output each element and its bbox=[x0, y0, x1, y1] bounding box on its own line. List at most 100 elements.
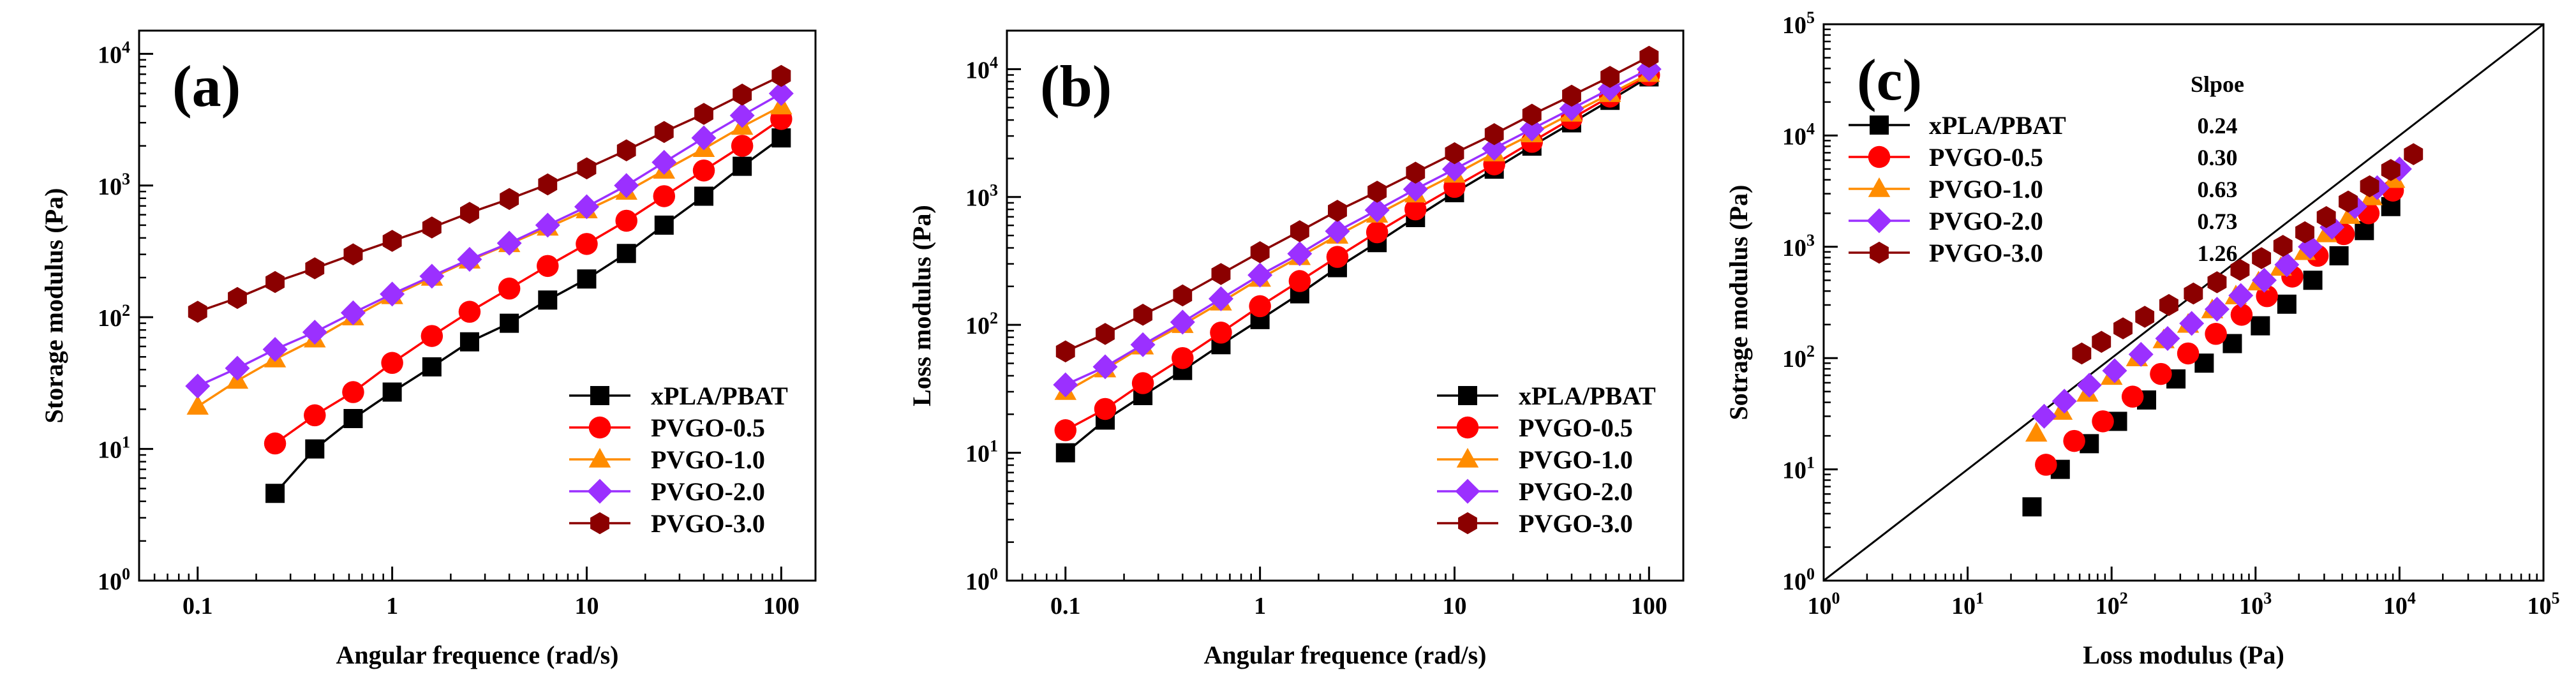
data-point bbox=[771, 64, 791, 87]
data-point bbox=[2204, 297, 2230, 322]
legend-marker bbox=[587, 479, 613, 504]
data-point bbox=[1249, 295, 1271, 318]
legend-marker bbox=[1870, 115, 1889, 135]
x-tick-label-2: 10 bbox=[1442, 593, 1466, 620]
y-tick-label-1: 101 bbox=[98, 433, 130, 464]
data-point bbox=[2207, 271, 2227, 293]
data-point bbox=[2092, 331, 2111, 353]
legend-item: PVGO-1.0 bbox=[1437, 445, 1633, 474]
slope-value: 0.73 bbox=[2198, 209, 2238, 234]
data-point bbox=[2205, 323, 2227, 345]
legend-marker bbox=[1456, 416, 1479, 439]
data-point bbox=[419, 264, 445, 289]
data-point bbox=[2251, 267, 2277, 293]
series-xpla-pbat bbox=[265, 128, 791, 503]
x-tick-label-0-base: 10 bbox=[1808, 593, 1832, 620]
data-layer bbox=[185, 64, 794, 503]
data-point bbox=[459, 332, 479, 352]
data-point bbox=[615, 209, 637, 232]
x-tick-label-3-base: 10 bbox=[2239, 593, 2263, 620]
y-tick-label-3-exponent: 3 bbox=[990, 181, 998, 200]
y-tick-label-3: 103 bbox=[965, 181, 998, 212]
data-point bbox=[1055, 443, 1075, 463]
data-point bbox=[1172, 346, 1194, 369]
data-point bbox=[225, 355, 250, 381]
y-tick-label-2: 102 bbox=[98, 301, 130, 332]
data-point bbox=[340, 300, 366, 325]
data-point bbox=[1250, 241, 1270, 264]
data-point bbox=[537, 255, 559, 278]
reference-line-y-equals-x bbox=[1824, 24, 2543, 581]
x-tick-label-0: 100 bbox=[1808, 589, 1840, 620]
data-point bbox=[1639, 45, 1659, 68]
data-point bbox=[576, 233, 598, 255]
legend-label: PVGO-1.0 bbox=[1519, 445, 1633, 474]
legend-item: PVGO-0.5 bbox=[569, 413, 765, 442]
data-point bbox=[1210, 322, 1232, 344]
data-point bbox=[2252, 247, 2272, 269]
x-axis-title: Angular frequence (rad/s) bbox=[1204, 641, 1487, 669]
x-tick-label-0: 0.1 bbox=[182, 593, 213, 620]
y-tick-label-1-exponent: 1 bbox=[122, 433, 130, 452]
data-point bbox=[654, 215, 674, 235]
data-point bbox=[1173, 284, 1193, 307]
y-tick-label-0-base: 10 bbox=[965, 568, 990, 595]
y-tick-label-0: 100 bbox=[1782, 565, 1815, 595]
data-point bbox=[496, 230, 522, 256]
data-point bbox=[1325, 218, 1350, 244]
y-tick-label-0-exponent: 0 bbox=[990, 565, 998, 583]
panel-letter: (b) bbox=[1040, 54, 1112, 119]
series-pvgo-3-0 bbox=[188, 64, 791, 323]
legend-marker bbox=[1458, 386, 1477, 405]
data-point bbox=[2360, 175, 2379, 198]
legend-label: PVGO-2.0 bbox=[1929, 207, 2043, 235]
data-point bbox=[1131, 372, 1154, 394]
data-point bbox=[500, 188, 519, 211]
y-axis-title: Storage modulus (Pa) bbox=[40, 188, 68, 424]
data-point bbox=[457, 246, 482, 272]
legend-marker bbox=[588, 448, 611, 468]
y-tick-label-3-exponent: 3 bbox=[1806, 231, 1815, 249]
x-tick-label-4-exponent: 4 bbox=[2408, 589, 2416, 607]
data-point bbox=[2179, 311, 2205, 336]
data-point bbox=[1096, 323, 1115, 345]
data-point bbox=[733, 84, 752, 106]
legend-label: PVGO-1.0 bbox=[1929, 175, 2043, 204]
data-point bbox=[265, 271, 285, 293]
legend-marker bbox=[1456, 448, 1479, 468]
data-point bbox=[1288, 270, 1311, 292]
x-tick-label-5-exponent: 5 bbox=[2552, 589, 2560, 607]
data-point bbox=[2381, 197, 2401, 216]
data-point bbox=[2230, 258, 2250, 281]
data-point bbox=[262, 337, 288, 362]
y-tick-label-2-exponent: 2 bbox=[990, 309, 998, 327]
data-point bbox=[2177, 342, 2200, 365]
data-point bbox=[2159, 293, 2178, 316]
plot-frame bbox=[1006, 29, 1685, 582]
data-point bbox=[1367, 181, 1387, 203]
legend-marker bbox=[1455, 479, 1480, 504]
legend-item: PVGO-0.5 bbox=[1437, 413, 1633, 442]
data-point bbox=[574, 194, 599, 219]
data-point bbox=[2092, 410, 2114, 433]
data-point bbox=[2329, 246, 2349, 265]
data-point bbox=[1522, 103, 1542, 126]
data-point bbox=[2355, 221, 2374, 241]
data-point bbox=[651, 149, 677, 175]
series-pvgo-3-0 bbox=[1055, 45, 1659, 362]
legend-item: PVGO-1.0 0.63 bbox=[1849, 175, 2238, 204]
legend-item: xPLA/PBAT bbox=[569, 382, 788, 410]
y-tick-label-0-exponent: 0 bbox=[1806, 565, 1815, 583]
legend-label: PVGO-3.0 bbox=[1929, 239, 2043, 267]
data-point bbox=[2076, 373, 2102, 398]
y-tick-label-2: 102 bbox=[1782, 342, 1815, 373]
legend-item: xPLA/PBAT bbox=[1437, 382, 1656, 410]
y-tick-label-4-exponent: 4 bbox=[1806, 119, 1815, 138]
slope-value: 0.63 bbox=[2198, 177, 2238, 202]
legend-label: xPLA/PBAT bbox=[651, 382, 788, 410]
y-tick-label-1-exponent: 1 bbox=[990, 437, 998, 456]
y-tick-label-2-base: 10 bbox=[1782, 346, 1806, 373]
data-point bbox=[343, 409, 363, 429]
